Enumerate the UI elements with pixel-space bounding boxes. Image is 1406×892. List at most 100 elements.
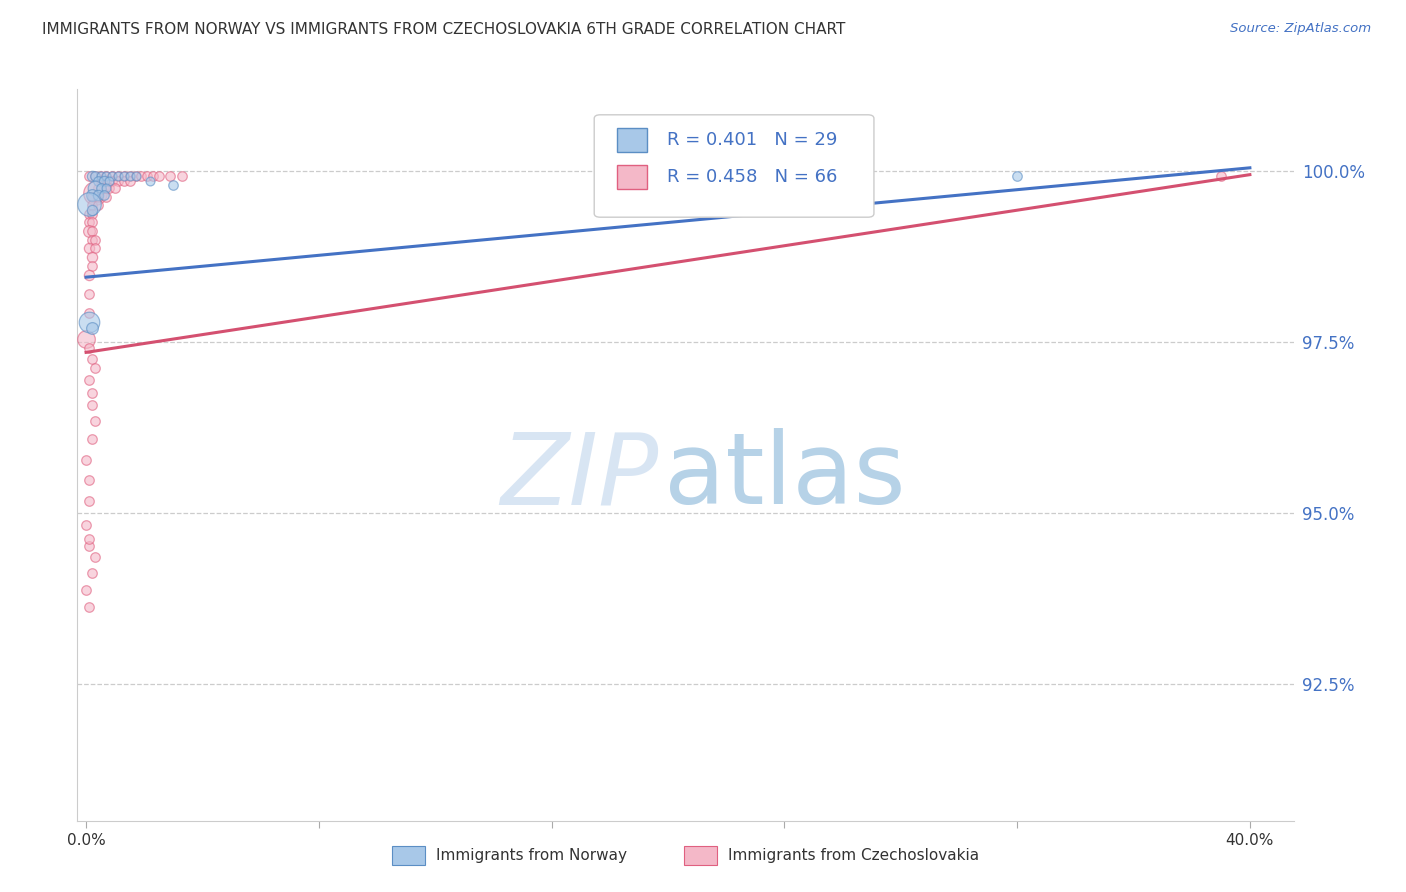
Point	[112, 169, 135, 183]
Point	[96, 169, 118, 183]
Point	[80, 432, 103, 446]
Point	[98, 181, 121, 195]
Point	[77, 215, 100, 229]
Point	[96, 174, 118, 188]
Point	[1209, 169, 1232, 183]
Point	[101, 169, 124, 183]
Point	[80, 321, 103, 335]
Point	[75, 452, 97, 467]
Point	[148, 169, 170, 183]
Point	[77, 306, 100, 320]
Point	[77, 206, 100, 220]
Point	[98, 174, 121, 188]
Point	[101, 174, 124, 188]
Text: R = 0.458   N = 66: R = 0.458 N = 66	[668, 168, 838, 186]
Point	[83, 181, 105, 195]
Point	[80, 203, 103, 218]
Point	[93, 188, 115, 202]
Point	[96, 181, 118, 195]
Point	[83, 169, 105, 183]
Point	[80, 233, 103, 247]
Point	[107, 169, 129, 183]
Point	[86, 190, 108, 204]
Point	[90, 181, 112, 195]
Point	[107, 174, 129, 188]
Point	[112, 169, 135, 183]
Point	[80, 259, 103, 273]
Text: R = 0.401   N = 29: R = 0.401 N = 29	[668, 131, 838, 149]
Text: ZIP: ZIP	[501, 428, 658, 525]
Point	[77, 600, 100, 615]
Point	[77, 241, 100, 255]
Point	[90, 169, 112, 183]
Point	[77, 341, 100, 355]
Point	[77, 169, 100, 183]
Point	[136, 169, 159, 183]
Text: Immigrants from Norway: Immigrants from Norway	[436, 847, 627, 863]
Point	[162, 178, 184, 192]
Point	[77, 473, 100, 487]
FancyBboxPatch shape	[392, 846, 425, 865]
Point	[80, 188, 103, 202]
Point	[77, 224, 100, 238]
Point	[86, 174, 108, 188]
Point	[77, 315, 100, 329]
Point	[118, 174, 141, 188]
Point	[90, 169, 112, 183]
Point	[142, 169, 165, 183]
Point	[75, 518, 97, 533]
Point	[80, 398, 103, 412]
Point	[80, 206, 103, 220]
Point	[686, 169, 709, 183]
Point	[112, 174, 135, 188]
Text: Immigrants from Czechoslovakia: Immigrants from Czechoslovakia	[728, 847, 979, 863]
Point	[75, 332, 97, 346]
Point	[159, 169, 181, 183]
Point	[83, 233, 105, 247]
Point	[80, 198, 103, 212]
Point	[131, 169, 153, 183]
Point	[1005, 169, 1028, 183]
Point	[86, 198, 108, 212]
Point	[124, 169, 146, 183]
Point	[107, 169, 129, 183]
Point	[83, 550, 105, 565]
Point	[77, 493, 100, 508]
Text: atlas: atlas	[664, 428, 905, 525]
Point	[83, 169, 105, 183]
Point	[96, 169, 118, 183]
Point	[80, 190, 103, 204]
Point	[77, 268, 100, 282]
Point	[118, 169, 141, 183]
Point	[80, 386, 103, 401]
Point	[118, 169, 141, 183]
Point	[75, 582, 97, 597]
Point	[77, 287, 100, 301]
Point	[83, 414, 105, 428]
Point	[80, 352, 103, 367]
Point	[80, 215, 103, 229]
FancyBboxPatch shape	[617, 128, 647, 153]
FancyBboxPatch shape	[685, 846, 717, 865]
Point	[86, 188, 108, 202]
Point	[104, 181, 127, 195]
Point	[77, 373, 100, 387]
Point	[93, 181, 115, 195]
FancyBboxPatch shape	[617, 165, 647, 189]
Point	[93, 174, 115, 188]
Point	[83, 241, 105, 255]
Text: IMMIGRANTS FROM NORWAY VS IMMIGRANTS FROM CZECHOSLOVAKIA 6TH GRADE CORRELATION C: IMMIGRANTS FROM NORWAY VS IMMIGRANTS FRO…	[42, 22, 845, 37]
Text: Source: ZipAtlas.com: Source: ZipAtlas.com	[1230, 22, 1371, 36]
Point	[80, 250, 103, 264]
Point	[83, 186, 105, 200]
Point	[139, 174, 162, 188]
Point	[83, 361, 105, 376]
Point	[90, 174, 112, 188]
Point	[124, 169, 146, 183]
Point	[80, 224, 103, 238]
Point	[86, 181, 108, 195]
Point	[80, 169, 103, 183]
Point	[96, 190, 118, 204]
Point	[77, 197, 100, 211]
Point	[77, 539, 100, 553]
